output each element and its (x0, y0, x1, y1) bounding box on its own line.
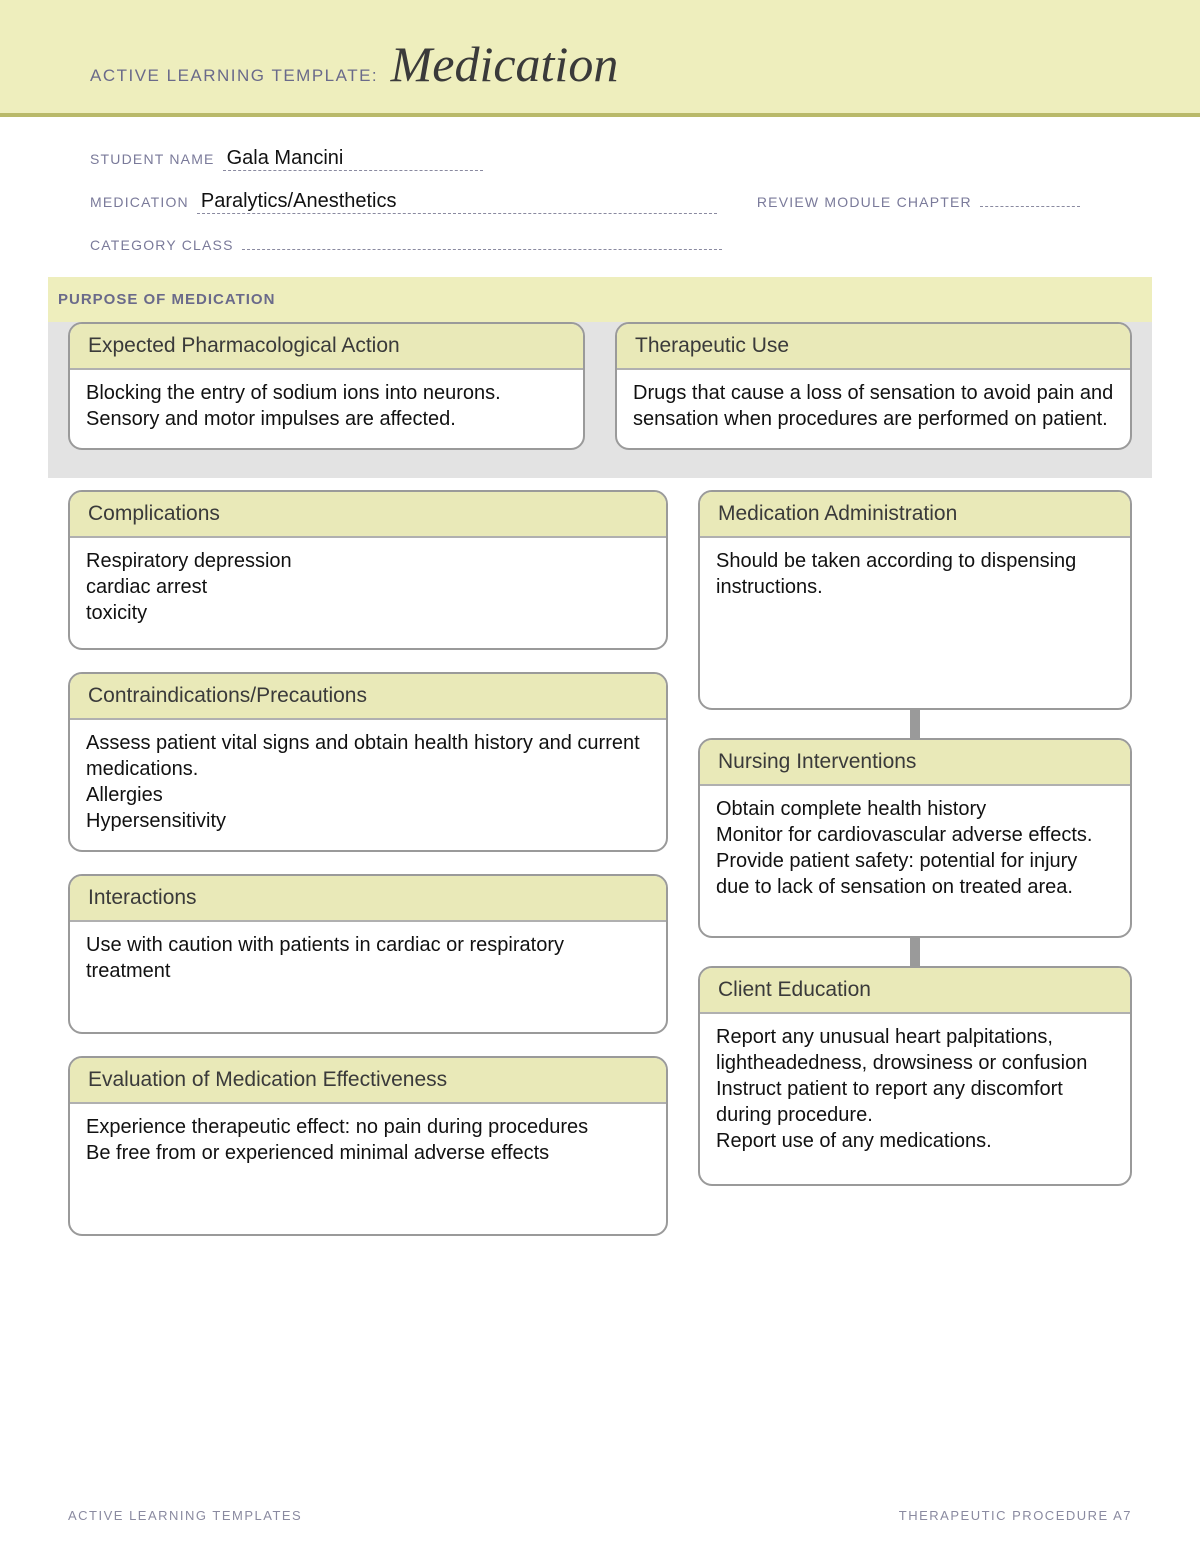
right-column: Medication Administration Should be take… (698, 490, 1132, 1236)
connector-line (910, 938, 920, 966)
medication-label: MEDICATION (90, 194, 189, 210)
evaluation-body[interactable]: Experience therapeutic effect: no pain d… (70, 1104, 666, 1234)
therapeutic-use-title: Therapeutic Use (617, 324, 1130, 370)
pharmacological-action-card: Expected Pharmacological Action Blocking… (68, 322, 585, 450)
review-chapter-label: REVIEW MODULE CHAPTER (757, 194, 972, 210)
header-fields: STUDENT NAME Gala Mancini MEDICATION Par… (0, 117, 1200, 277)
medication-administration-title: Medication Administration (700, 492, 1130, 538)
medication-administration-body[interactable]: Should be taken according to dispensing … (700, 538, 1130, 708)
pharmacological-action-title: Expected Pharmacological Action (70, 324, 583, 370)
evaluation-card: Evaluation of Medication Effectiveness E… (68, 1056, 668, 1236)
category-class-value[interactable] (242, 226, 722, 250)
interactions-card: Interactions Use with caution with patie… (68, 874, 668, 1034)
therapeutic-use-card: Therapeutic Use Drugs that cause a loss … (615, 322, 1132, 450)
category-class-field: CATEGORY CLASS (90, 226, 722, 253)
nursing-interventions-card: Nursing Interventions Obtain complete he… (698, 738, 1132, 938)
left-column: Complications Respiratory depression car… (68, 490, 668, 1236)
complications-title: Complications (70, 492, 666, 538)
complications-card: Complications Respiratory depression car… (68, 490, 668, 650)
page-footer: ACTIVE LEARNING TEMPLATES THERAPEUTIC PR… (68, 1508, 1132, 1523)
page: ACTIVE LEARNING TEMPLATE: Medication STU… (0, 0, 1200, 1553)
student-name-label: STUDENT NAME (90, 151, 215, 167)
therapeutic-use-body[interactable]: Drugs that cause a loss of sensation to … (617, 370, 1130, 448)
footer-left: ACTIVE LEARNING TEMPLATES (68, 1508, 302, 1523)
interactions-title: Interactions (70, 876, 666, 922)
purpose-section: PURPOSE OF MEDICATION Expected Pharmacol… (48, 277, 1152, 478)
medication-value[interactable]: Paralytics/Anesthetics (197, 190, 717, 214)
header-band: ACTIVE LEARNING TEMPLATE: Medication (0, 0, 1200, 117)
interactions-body[interactable]: Use with caution with patients in cardia… (70, 922, 666, 1032)
contraindications-card: Contraindications/Precautions Assess pat… (68, 672, 668, 852)
evaluation-title: Evaluation of Medication Effectiveness (70, 1058, 666, 1104)
connector-line (910, 710, 920, 738)
nursing-interventions-body[interactable]: Obtain complete health history Monitor f… (700, 786, 1130, 936)
category-class-label: CATEGORY CLASS (90, 237, 234, 253)
review-chapter-field: REVIEW MODULE CHAPTER (757, 183, 1080, 210)
client-education-title: Client Education (700, 968, 1130, 1014)
client-education-card: Client Education Report any unusual hear… (698, 966, 1132, 1186)
pharmacological-action-body[interactable]: Blocking the entry of sodium ions into n… (70, 370, 583, 448)
client-education-body[interactable]: Report any unusual heart palpitations, l… (700, 1014, 1130, 1184)
nursing-interventions-title: Nursing Interventions (700, 740, 1130, 786)
complications-body[interactable]: Respiratory depression cardiac arrest to… (70, 538, 666, 648)
template-prefix: ACTIVE LEARNING TEMPLATE: (90, 66, 378, 85)
contraindications-body[interactable]: Assess patient vital signs and obtain he… (70, 720, 666, 850)
medication-administration-card: Medication Administration Should be take… (698, 490, 1132, 710)
footer-right: THERAPEUTIC PROCEDURE A7 (899, 1508, 1132, 1523)
contraindications-title: Contraindications/Precautions (70, 674, 666, 720)
review-chapter-value[interactable] (980, 183, 1080, 207)
student-name-value[interactable]: Gala Mancini (223, 147, 483, 171)
medication-field: MEDICATION Paralytics/Anesthetics (90, 190, 717, 214)
purpose-heading: PURPOSE OF MEDICATION (48, 291, 1152, 308)
content-area: Complications Respiratory depression car… (0, 478, 1200, 1296)
template-title: Medication (391, 36, 619, 92)
student-name-field: STUDENT NAME Gala Mancini (90, 147, 483, 171)
